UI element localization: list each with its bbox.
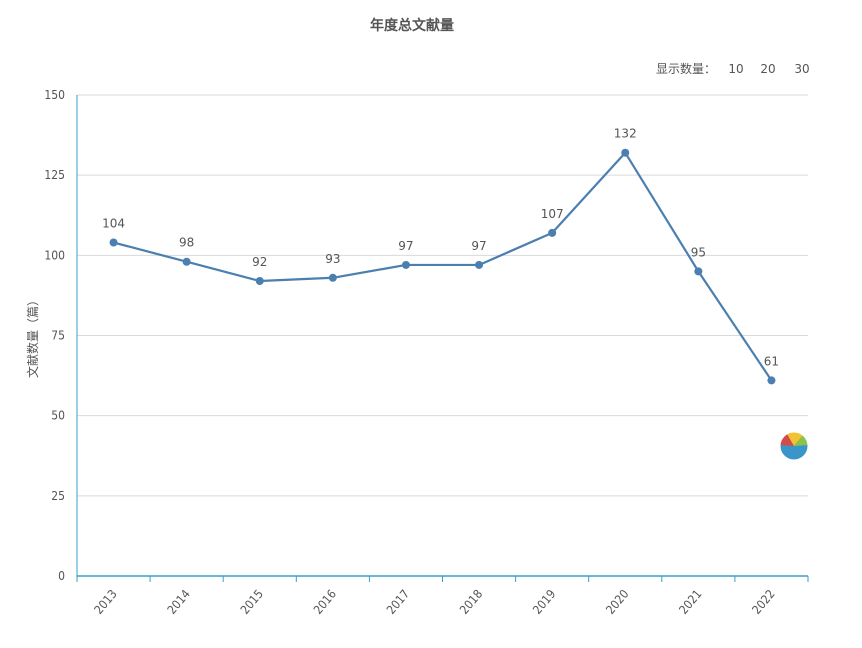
data-label: 132 (614, 127, 637, 141)
data-point[interactable] (328, 273, 337, 282)
grid-lines (77, 94, 808, 497)
data-point[interactable] (694, 267, 703, 276)
display-count-option-20[interactable]: 20 (760, 62, 775, 76)
y-tick-label: 25 (51, 489, 65, 503)
data-point[interactable] (621, 148, 630, 157)
data-label: 104 (102, 217, 125, 231)
data-label: 107 (541, 207, 564, 221)
y-tick-label: 100 (44, 248, 65, 262)
y-tick-label: 75 (51, 329, 65, 343)
data-label: 97 (398, 239, 413, 253)
data-label: 61 (764, 354, 779, 368)
x-axis-ticks: 2013 2014 2015 2016 2017 2018 2019 2020 2021 2022 (76, 576, 809, 617)
data-label: 92 (252, 255, 267, 269)
display-count-option-10[interactable]: 10 (728, 62, 743, 76)
data-point[interactable] (255, 276, 264, 285)
data-point[interactable] (109, 238, 118, 247)
x-tick-label: 2019 (530, 587, 558, 617)
data-point[interactable] (182, 257, 191, 266)
x-tick-label: 2015 (238, 587, 266, 617)
x-tick-label: 2016 (311, 587, 339, 617)
y-tick-label: 125 (44, 168, 65, 182)
x-tick-label: 2022 (749, 587, 777, 617)
data-label: 93 (325, 252, 340, 266)
y-tick-label: 150 (44, 88, 65, 102)
y-tick-label: 0 (58, 569, 65, 583)
display-count-control: 显示数量： 10 20 30 (656, 61, 810, 76)
data-point[interactable] (401, 260, 410, 269)
data-points (109, 148, 776, 385)
x-tick-label: 2020 (603, 587, 631, 617)
x-tick-label: 2017 (384, 587, 412, 617)
chart-title: 年度总文献量 (370, 17, 454, 34)
display-count-option-30[interactable]: 30 (794, 62, 809, 76)
x-tick-label: 2018 (457, 587, 485, 617)
x-tick-label: 2021 (676, 587, 704, 617)
data-label: 95 (691, 245, 706, 259)
data-label: 97 (471, 239, 486, 253)
display-count-label: 显示数量： (656, 61, 716, 76)
series-line-group (113, 151, 773, 382)
chart-badge-icon[interactable] (779, 431, 809, 461)
data-point[interactable] (548, 228, 557, 237)
y-axis-title: 文献数量（篇） (25, 294, 40, 378)
data-point[interactable] (767, 376, 776, 385)
data-point[interactable] (475, 260, 484, 269)
x-tick-label: 2013 (91, 587, 119, 617)
data-label: 98 (179, 236, 194, 250)
x-tick-label: 2014 (165, 587, 193, 617)
series-line (113, 151, 773, 382)
y-tick-label: 50 (51, 409, 65, 423)
data-labels: 104 98 92 93 97 97 107 132 95 61 (102, 127, 779, 369)
y-axis-ticks: 0 25 50 75 100 125 150 (44, 88, 65, 583)
